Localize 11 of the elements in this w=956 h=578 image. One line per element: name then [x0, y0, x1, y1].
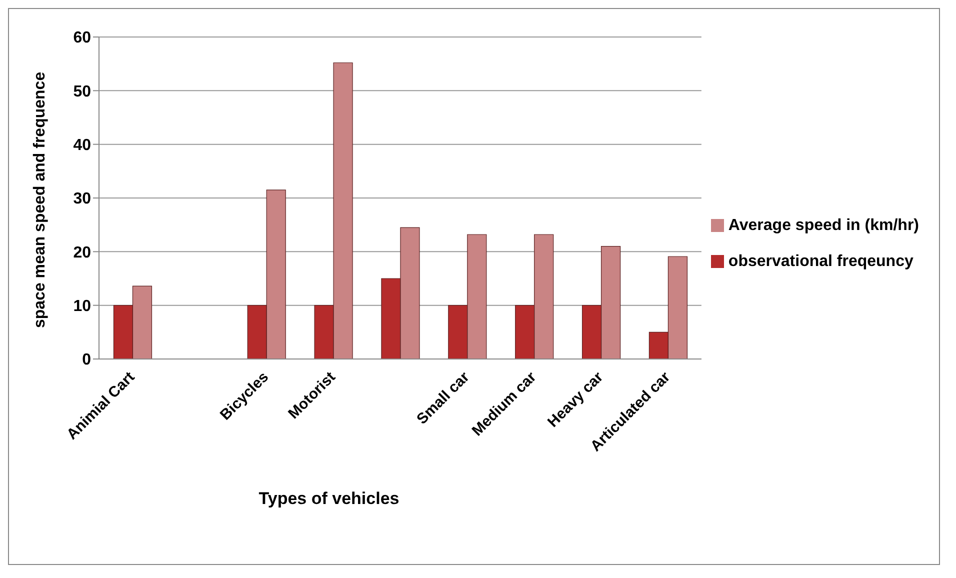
- y-tick-label: 50: [73, 83, 92, 100]
- x-axis-title: Types of vehicles: [258, 489, 400, 509]
- legend-label: Average speed in (km/hr): [728, 217, 919, 234]
- y-tick-label: 20: [73, 244, 92, 262]
- y-tick-label: 30: [73, 190, 92, 208]
- y-tick-label: 60: [73, 30, 92, 47]
- y-tick-label: 40: [73, 137, 92, 154]
- y-tick-label: 10: [73, 298, 92, 316]
- y-tick-label: 0: [82, 352, 92, 369]
- legend-label: observational freqeuncy: [728, 253, 914, 270]
- y-axis-title: space mean speed and frequence: [32, 72, 49, 328]
